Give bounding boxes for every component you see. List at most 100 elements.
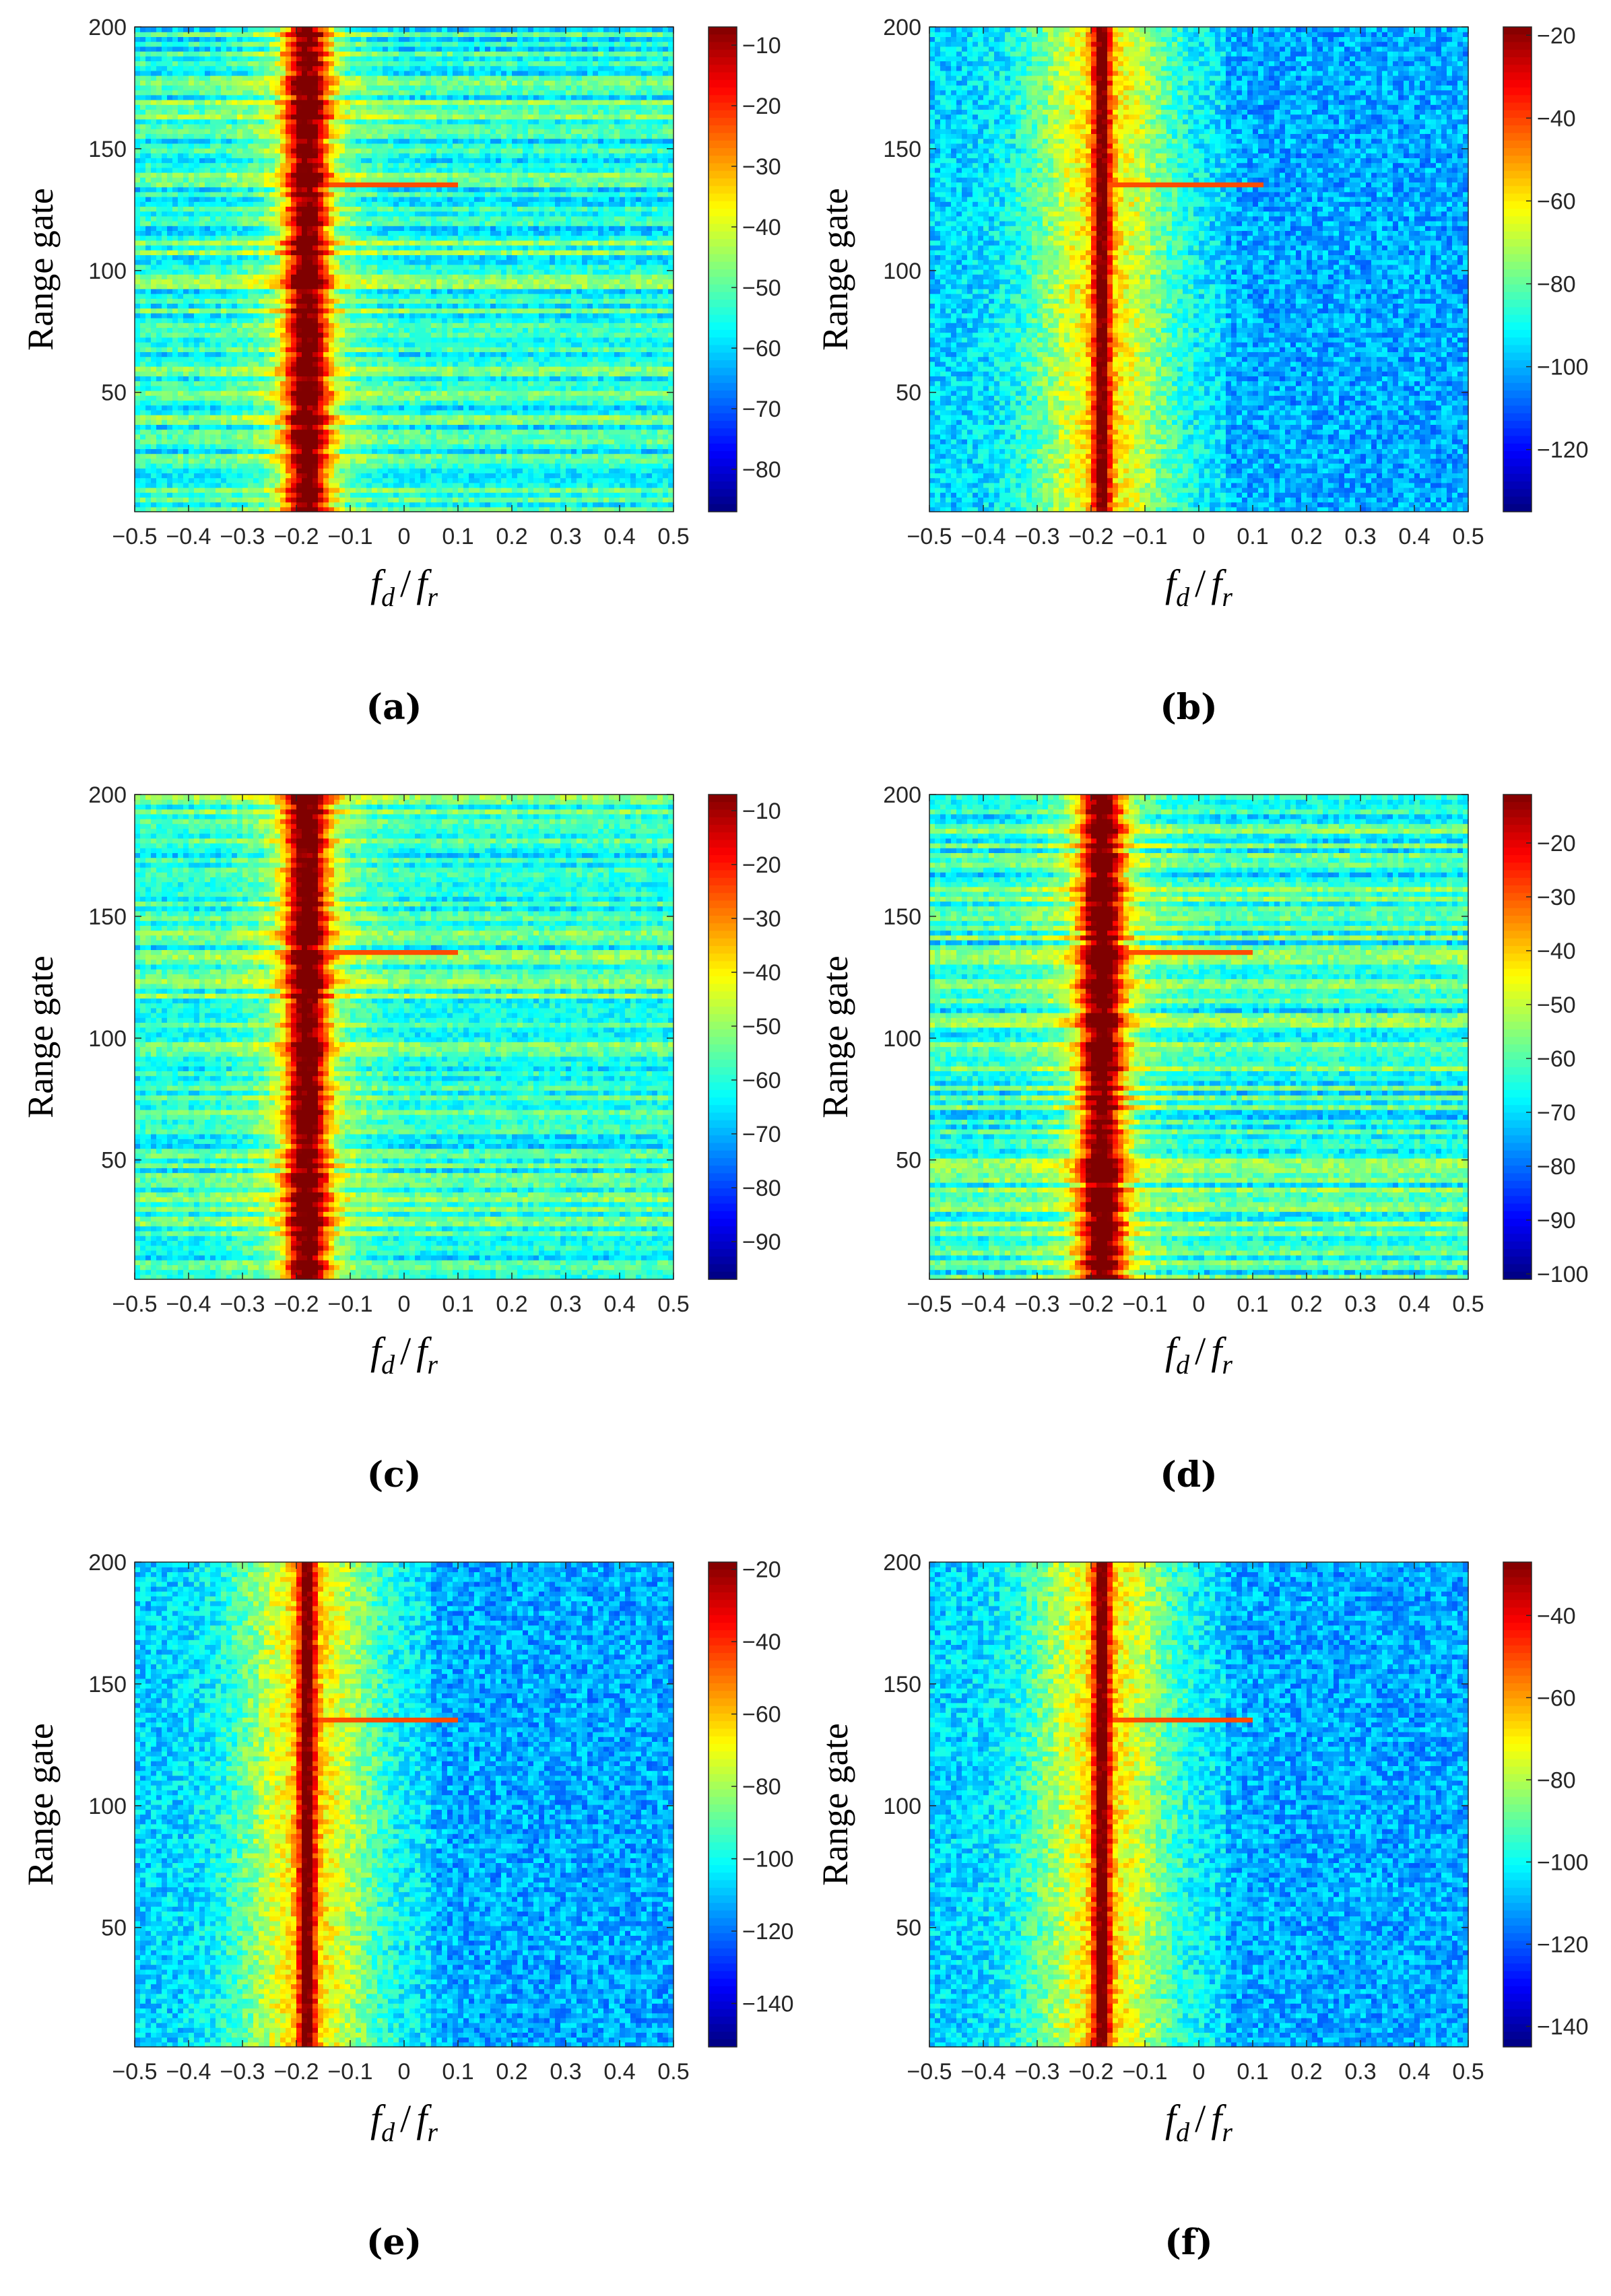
heatmap-cell xyxy=(372,274,378,279)
heatmap-cell xyxy=(442,274,448,279)
heatmap-cell xyxy=(345,497,351,502)
heatmap-cell xyxy=(426,294,432,299)
heatmap-cell xyxy=(442,502,448,508)
heatmap-cell xyxy=(485,303,491,308)
heatmap-cell xyxy=(280,473,286,478)
heatmap-cell xyxy=(630,376,636,381)
heatmap-cell xyxy=(436,415,442,420)
heatmap-cell xyxy=(183,298,189,304)
heatmap-cell xyxy=(555,424,561,430)
heatmap-cell xyxy=(318,269,324,275)
heatmap-cell xyxy=(383,497,389,502)
heatmap-cell xyxy=(275,303,281,308)
heatmap-cell xyxy=(189,357,195,362)
heatmap-cell xyxy=(544,419,550,425)
heatmap-cell xyxy=(533,473,539,478)
heatmap-cell xyxy=(409,376,416,381)
heatmap-cell xyxy=(334,487,340,493)
heatmap-cell xyxy=(242,347,249,352)
heatmap-cell xyxy=(517,313,523,318)
heatmap-cell xyxy=(609,483,615,488)
heatmap-cell xyxy=(641,487,647,493)
heatmap-cell xyxy=(194,444,200,449)
heatmap-cell xyxy=(329,502,335,508)
heatmap-cell xyxy=(377,303,383,308)
heatmap-cell xyxy=(253,459,259,464)
heatmap-cell xyxy=(372,303,378,308)
heatmap-cell xyxy=(415,337,421,343)
heatmap-cell xyxy=(356,318,362,323)
heatmap-cell xyxy=(366,386,372,391)
heatmap-cell xyxy=(501,400,507,405)
heatmap-cell xyxy=(216,279,222,284)
heatmap-cell xyxy=(647,391,653,396)
heatmap-cell xyxy=(582,487,588,493)
heatmap-cell xyxy=(458,459,464,464)
heatmap-cell xyxy=(313,444,319,449)
heatmap-cell xyxy=(620,400,626,405)
heatmap-cell xyxy=(189,289,195,294)
heatmap-cell xyxy=(199,342,205,347)
heatmap-cell xyxy=(436,308,442,314)
heatmap-cell xyxy=(145,424,152,430)
heatmap-cell xyxy=(269,337,275,343)
heatmap-cell xyxy=(356,468,362,473)
heatmap-cell xyxy=(598,424,604,430)
heatmap-cell xyxy=(555,294,561,299)
heatmap-cell xyxy=(636,473,642,478)
heatmap-cell xyxy=(210,269,216,275)
heatmap-cell xyxy=(135,454,141,459)
heatmap-cell xyxy=(496,391,502,396)
heatmap-cell xyxy=(404,386,410,391)
heatmap-cell xyxy=(539,366,545,372)
heatmap-cell xyxy=(183,386,189,391)
heatmap-cell xyxy=(269,492,275,498)
heatmap-cell xyxy=(641,459,647,464)
heatmap-cell xyxy=(404,463,410,469)
heatmap-cell xyxy=(436,487,442,493)
heatmap-cell xyxy=(226,269,232,275)
heatmap-cell xyxy=(242,274,249,279)
heatmap-cell xyxy=(647,444,653,449)
heatmap-cell xyxy=(140,439,146,444)
heatmap-cell xyxy=(528,351,534,357)
heatmap-cell xyxy=(636,386,642,391)
heatmap-cell xyxy=(259,327,265,333)
heatmap-cell xyxy=(151,366,157,372)
heatmap-cell xyxy=(485,439,491,444)
heatmap-cell xyxy=(420,448,426,454)
heatmap-cell xyxy=(199,468,205,473)
heatmap-cell xyxy=(474,347,480,352)
heatmap-cell xyxy=(172,400,178,405)
heatmap-cell xyxy=(393,405,399,411)
heatmap-cell xyxy=(205,327,211,333)
heatmap-cell xyxy=(162,366,168,372)
heatmap-cell xyxy=(603,463,610,469)
heatmap-cell xyxy=(156,342,162,347)
heatmap-cell xyxy=(404,371,410,376)
heatmap-cell xyxy=(550,502,556,508)
heatmap-cell xyxy=(291,279,297,284)
heatmap-cell xyxy=(372,400,378,405)
heatmap-cell xyxy=(189,492,195,498)
heatmap-cell xyxy=(393,284,399,290)
heatmap-cell xyxy=(447,444,453,449)
heatmap-cell xyxy=(463,342,469,347)
heatmap-cell xyxy=(172,269,178,275)
heatmap-cell xyxy=(647,459,653,464)
heatmap-cell xyxy=(377,468,383,473)
heatmap-cell xyxy=(269,313,275,318)
heatmap-cell xyxy=(296,318,302,323)
heatmap-cell xyxy=(496,274,502,279)
heatmap-cell xyxy=(366,410,372,415)
heatmap-cell xyxy=(178,357,184,362)
heatmap-cell xyxy=(614,448,620,454)
heatmap-cell xyxy=(221,371,227,376)
heatmap-cell xyxy=(151,371,157,376)
heatmap-cell xyxy=(404,357,410,362)
heatmap-cell xyxy=(237,274,243,279)
heatmap-cell xyxy=(350,357,356,362)
heatmap-cell xyxy=(318,454,324,459)
heatmap-cell xyxy=(162,492,168,498)
heatmap-cell xyxy=(339,468,346,473)
